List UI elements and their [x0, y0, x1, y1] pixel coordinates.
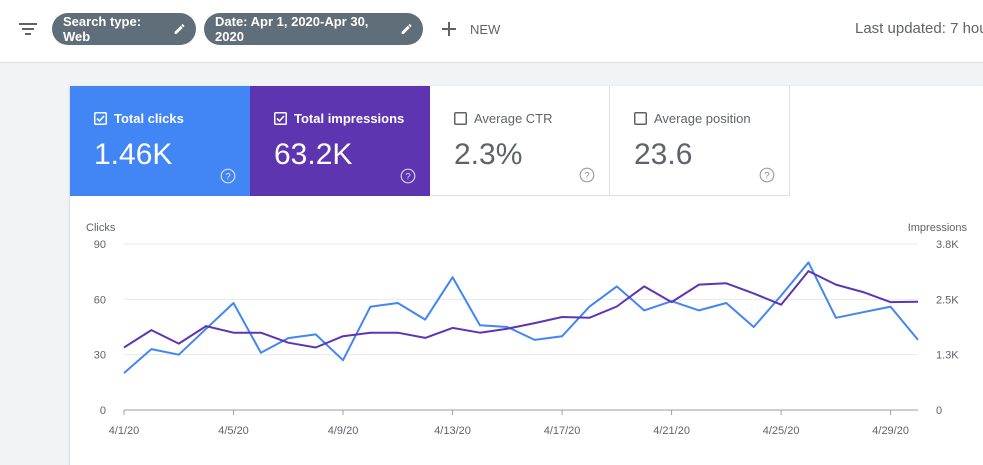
edit-pencil-icon[interactable]: [400, 22, 413, 36]
svg-text:?: ?: [405, 171, 410, 182]
metric-label: Total clicks: [114, 111, 184, 126]
x-tick-label: 4/13/20: [434, 425, 471, 437]
y-tick-right: 3.8K: [936, 239, 959, 251]
metric-label: Total impressions: [294, 111, 405, 126]
y-axis-title-right: Impressions: [908, 222, 968, 234]
x-tick-label: 4/29/20: [872, 425, 909, 437]
help-icon[interactable]: ?: [400, 168, 416, 184]
filter-icon[interactable]: [18, 20, 38, 38]
y-tick-left: 0: [100, 405, 106, 417]
search-type-chip-label: Search type: Web: [63, 14, 142, 44]
x-tick-label: 4/1/20: [109, 425, 140, 437]
series-line-clicks: [123, 261, 919, 374]
checkbox-checked-icon[interactable]: [94, 112, 107, 125]
metric-value: 1.46K: [94, 138, 173, 171]
metric-total-clicks[interactable]: Total clicks 1.46K ?: [70, 86, 250, 196]
edit-pencil-icon[interactable]: [173, 22, 186, 36]
x-tick-label: 4/17/20: [544, 425, 581, 437]
y-tick-left: 60: [94, 294, 106, 306]
x-tick-label: 4/21/20: [653, 425, 690, 437]
new-filter-label: NEW: [470, 21, 501, 37]
metric-label: Average position: [654, 111, 751, 126]
y-tick-right: 2.5K: [936, 294, 959, 306]
toolbar: Search type: Web Date: Apr 1, 2020-Apr 3…: [0, 0, 983, 63]
date-range-chip[interactable]: Date: Apr 1, 2020-Apr 30, 2020: [204, 13, 423, 45]
y-axis-title-left: Clicks: [86, 222, 116, 234]
series-line-impressions: [123, 270, 919, 349]
metric-total-impressions[interactable]: Total impressions 63.2K ?: [250, 86, 430, 196]
performance-card: Total clicks 1.46K ? Total impressions 6…: [70, 86, 983, 465]
help-icon[interactable]: ?: [579, 167, 595, 183]
x-tick-label: 4/9/20: [328, 425, 359, 437]
checkbox-unchecked-icon[interactable]: [454, 112, 467, 125]
x-tick-label: 4/5/20: [218, 425, 249, 437]
date-range-chip-label: Date: Apr 1, 2020-Apr 30, 2020: [215, 14, 369, 44]
svg-text:?: ?: [764, 170, 769, 181]
metric-label: Average CTR: [474, 111, 553, 126]
checkbox-checked-icon[interactable]: [274, 112, 287, 125]
y-tick-right: 1.3K: [936, 350, 959, 362]
metric-value: 23.6: [634, 138, 693, 171]
metric-value: 63.2K: [274, 138, 353, 171]
new-filter-button[interactable]: NEW: [440, 13, 500, 45]
metric-average-ctr[interactable]: Average CTR 2.3% ?: [430, 86, 610, 196]
y-tick-right: 0: [936, 405, 942, 417]
help-icon[interactable]: ?: [759, 167, 775, 183]
help-icon[interactable]: ?: [220, 168, 236, 184]
metric-average-position[interactable]: Average position 23.6 ?: [610, 86, 790, 196]
y-tick-left: 30: [94, 350, 106, 362]
plus-icon: [442, 22, 456, 36]
y-tick-left: 90: [94, 239, 106, 251]
search-type-chip[interactable]: Search type: Web: [52, 13, 196, 45]
checkbox-unchecked-icon[interactable]: [634, 112, 647, 125]
metric-value: 2.3%: [454, 138, 523, 171]
svg-text:?: ?: [225, 171, 230, 182]
svg-text:?: ?: [584, 170, 589, 181]
last-updated-text: Last updated: 7 hou: [855, 20, 983, 37]
x-tick-label: 4/25/20: [763, 425, 800, 437]
